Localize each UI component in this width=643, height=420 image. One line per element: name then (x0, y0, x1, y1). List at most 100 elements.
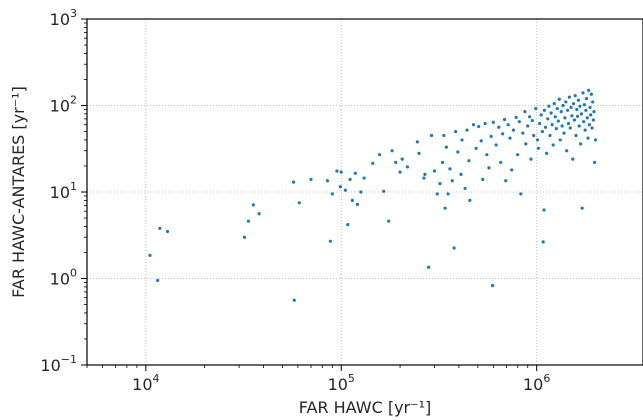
data-point (339, 170, 343, 174)
data-point (400, 157, 404, 161)
data-point (585, 116, 589, 120)
data-point (540, 129, 545, 134)
data-point (523, 110, 527, 114)
data-point (398, 170, 402, 174)
x-tick-label: 105 (328, 372, 355, 394)
data-point (504, 179, 508, 183)
data-point (335, 169, 339, 173)
data-point (483, 121, 487, 126)
data-point (579, 112, 584, 116)
data-point (566, 121, 571, 126)
x-axis-label: FAR HAWC [yr⁻¹] (299, 398, 431, 417)
data-point (450, 179, 454, 183)
data-point (555, 107, 559, 111)
data-point (257, 212, 261, 216)
data-point (561, 103, 565, 108)
y-tick-label: 10−1 (40, 353, 77, 375)
data-point (506, 123, 510, 127)
data-point (537, 121, 542, 126)
data-point (442, 133, 446, 138)
data-point (568, 126, 572, 130)
data-point (529, 157, 533, 161)
data-point (521, 131, 525, 135)
data-point (526, 124, 530, 128)
data-point (454, 129, 458, 134)
data-point (348, 177, 352, 181)
data-point (387, 219, 391, 223)
data-point (508, 136, 512, 140)
data-point (569, 105, 573, 110)
data-point (456, 150, 460, 154)
data-point (554, 127, 558, 131)
data-point (459, 172, 463, 176)
data-point (589, 92, 593, 96)
data-points (148, 88, 598, 302)
data-point (474, 146, 478, 150)
data-point (330, 192, 334, 196)
data-point (423, 172, 427, 176)
data-point (477, 125, 481, 129)
data-point (491, 283, 495, 288)
data-point (591, 100, 595, 104)
data-point (550, 123, 554, 127)
data-point (443, 206, 447, 210)
data-point (558, 138, 562, 142)
data-point (571, 102, 576, 106)
data-point (593, 138, 598, 142)
data-point (576, 114, 580, 118)
data-point (328, 239, 333, 243)
data-point (591, 118, 595, 122)
data-point (573, 94, 577, 98)
data-point (481, 177, 485, 181)
x-tick-label: 104 (132, 372, 159, 394)
data-point (297, 201, 301, 205)
data-point (156, 278, 160, 283)
data-point (553, 115, 557, 119)
data-point (582, 120, 586, 124)
y-axis-label: FAR HAWC-ANTARES [yr⁻¹] (9, 86, 28, 298)
data-point (583, 128, 587, 132)
data-point (588, 105, 592, 110)
plot-frame (86, 18, 643, 366)
data-point (165, 229, 170, 234)
data-point (578, 104, 582, 108)
data-point (382, 189, 386, 193)
data-point (435, 192, 439, 196)
data-point (560, 124, 564, 128)
data-point (465, 128, 469, 132)
data-point (148, 253, 152, 257)
data-point (584, 97, 589, 101)
data-point (438, 182, 442, 186)
data-point (572, 118, 577, 122)
data-point (485, 153, 489, 157)
data-point (405, 165, 409, 169)
data-point (516, 153, 520, 157)
data-point (563, 116, 567, 120)
data-point (448, 167, 452, 171)
data-point (546, 117, 550, 121)
data-point (552, 102, 556, 106)
data-point (570, 114, 574, 118)
data-point (517, 120, 521, 124)
data-point (556, 119, 560, 123)
data-point (514, 115, 518, 119)
data-point (565, 149, 569, 153)
axis-ticks: 104 105 106 10−1 100 101 102 103 (40, 7, 550, 394)
data-point (427, 265, 431, 269)
data-point (489, 134, 493, 138)
data-point (564, 100, 568, 104)
data-point (571, 157, 575, 161)
data-point (534, 107, 538, 111)
data-point (246, 219, 251, 223)
data-point (291, 180, 296, 184)
data-point (549, 111, 553, 115)
data-point (548, 133, 552, 138)
data-point (592, 110, 596, 114)
data-point (542, 208, 546, 212)
data-point (547, 104, 551, 108)
data-point (338, 185, 342, 189)
data-point (499, 160, 503, 164)
y-tick-label: 101 (50, 180, 77, 202)
data-point (350, 198, 354, 202)
